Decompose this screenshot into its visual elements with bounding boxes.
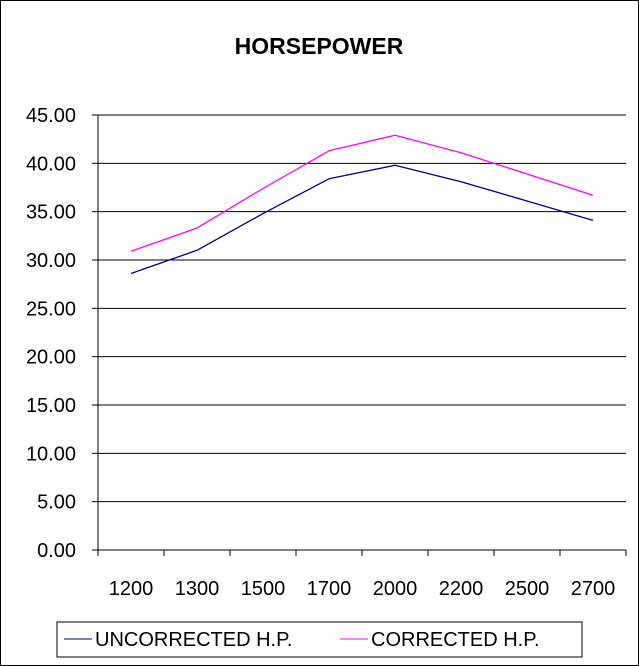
x-tick-label: 1500 xyxy=(241,578,286,600)
y-axis-tick-labels: 0.00 5.00 10.00 15.00 20.00 25.00 30.00 35.00 40… xyxy=(26,105,76,562)
chart-title: HORSEPOWER xyxy=(235,33,404,59)
y-tick-label: 30.00 xyxy=(26,250,76,272)
y-tick-label: 25.00 xyxy=(26,298,76,320)
x-tick-label: 2200 xyxy=(439,578,484,600)
legend-box xyxy=(56,621,583,658)
y-tick-label: 5.00 xyxy=(37,492,76,514)
series-lines xyxy=(130,134,594,275)
y-tick-label: 10.00 xyxy=(26,443,76,465)
x-tick-label: 2000 xyxy=(373,578,418,600)
x-tick-label: 1200 xyxy=(109,578,154,600)
series-line-corrected xyxy=(130,134,594,252)
x-tick-label: 2700 xyxy=(571,578,616,600)
x-tick-label: 1700 xyxy=(307,578,352,600)
y-tick-label: 0.00 xyxy=(37,540,76,562)
gridlines xyxy=(98,114,626,503)
y-tick-label: 20.00 xyxy=(26,347,76,369)
axes xyxy=(92,114,627,556)
x-axis-tick-labels: 1200 1300 1500 1700 2000 2200 2500 2700 xyxy=(109,578,616,600)
y-tick-label: 35.00 xyxy=(26,202,76,224)
y-tick-label: 15.00 xyxy=(26,395,76,417)
legend: UNCORRECTED H.P. CORRECTED H.P. xyxy=(56,621,583,658)
y-tick-label: 40.00 xyxy=(26,153,76,175)
legend-label-corrected: CORRECTED H.P. xyxy=(371,629,540,651)
y-tick-label: 45.00 xyxy=(26,105,76,127)
x-tick-label: 1300 xyxy=(175,578,220,600)
legend-label-uncorrected: UNCORRECTED H.P. xyxy=(95,629,292,651)
x-tick-label: 2500 xyxy=(505,578,550,600)
series-line-uncorrected xyxy=(130,164,594,275)
